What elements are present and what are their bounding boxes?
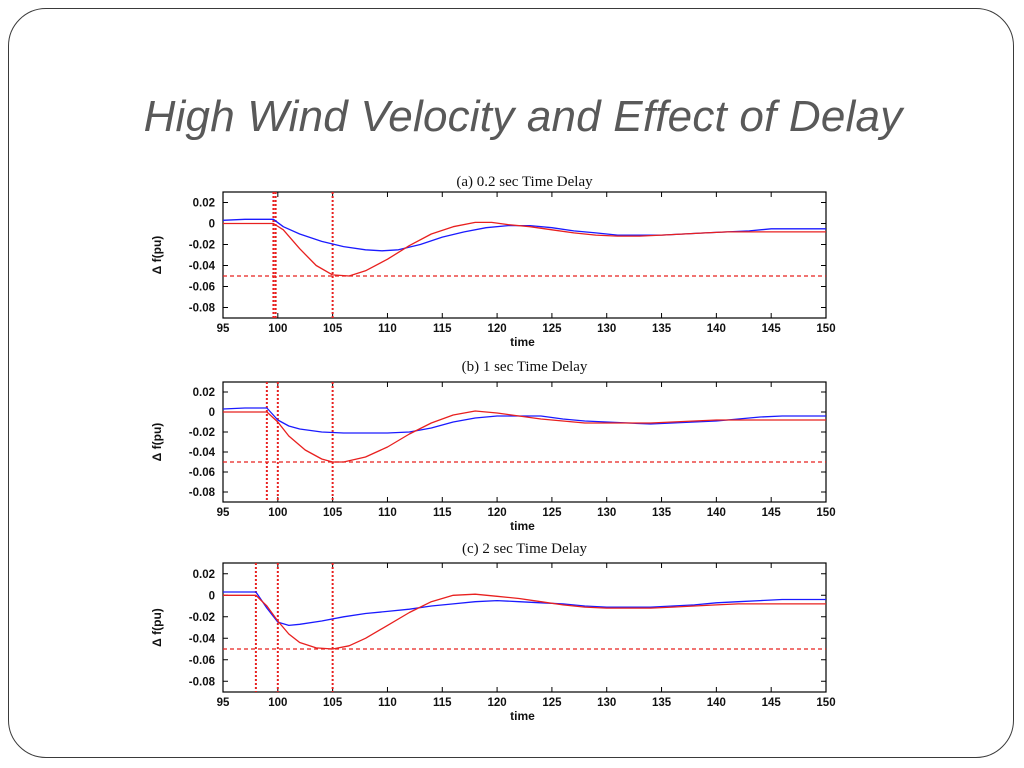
x-tick-label: 120 bbox=[487, 507, 506, 519]
x-tick-label: 100 bbox=[268, 323, 287, 335]
x-tick-label: 100 bbox=[268, 507, 287, 519]
x-tick-label: 105 bbox=[323, 507, 343, 519]
x-tick-label: 95 bbox=[217, 323, 230, 335]
series-line-blue bbox=[222, 218, 826, 252]
series-line-blue bbox=[222, 407, 826, 434]
x-tick-label: 140 bbox=[707, 323, 726, 335]
series-line-blue bbox=[223, 591, 826, 627]
slide-title: High Wind Velocity and Effect of Delay bbox=[143, 92, 903, 141]
chart-title: (c) 2 sec Time Delay bbox=[462, 541, 587, 557]
y-tick-label: -0.04 bbox=[189, 261, 216, 273]
x-tick-label: 140 bbox=[707, 507, 726, 519]
x-tick-label: 135 bbox=[652, 697, 672, 709]
x-tick-label: 135 bbox=[652, 507, 672, 519]
x-axis-label: time bbox=[510, 709, 535, 723]
x-tick-label: 105 bbox=[323, 323, 343, 335]
x-tick-label: 110 bbox=[378, 323, 397, 335]
x-tick-label: 145 bbox=[762, 323, 782, 335]
x-tick-label: 125 bbox=[542, 323, 562, 335]
y-tick-label: -0.06 bbox=[189, 655, 215, 667]
x-axis-label: time bbox=[510, 519, 535, 533]
y-axis-label: Δ f(pu) bbox=[150, 608, 164, 647]
y-tick-label: -0.04 bbox=[189, 447, 216, 459]
y-tick-label: -0.08 bbox=[189, 487, 216, 499]
y-tick-label: 0.02 bbox=[193, 387, 215, 399]
plot-frame bbox=[222, 562, 827, 693]
x-tick-label: 150 bbox=[816, 697, 835, 709]
x-tick-label: 130 bbox=[597, 323, 616, 335]
y-tick-label: -0.08 bbox=[189, 303, 216, 315]
x-tick-label: 100 bbox=[268, 697, 287, 709]
x-tick-label: 105 bbox=[323, 697, 343, 709]
y-tick-label: -0.02 bbox=[189, 612, 215, 624]
x-tick-label: 130 bbox=[597, 697, 616, 709]
y-tick-label: 0.02 bbox=[193, 198, 215, 210]
chart-title: (a) 0.2 sec Time Delay bbox=[456, 174, 593, 190]
y-tick-label: -0.02 bbox=[189, 240, 215, 252]
slide-frame bbox=[8, 8, 1014, 758]
chart-panel-2: (b) 1 sec Time Delay 95 100 105 110 115 120 125… bbox=[150, 359, 836, 533]
y-tick-label: -0.04 bbox=[189, 633, 216, 645]
x-tick-label: 115 bbox=[433, 697, 452, 709]
x-tick-label: 150 bbox=[816, 323, 835, 335]
y-tick-label: -0.02 bbox=[189, 427, 215, 439]
x-tick-label: 110 bbox=[378, 697, 397, 709]
x-tick-label: 130 bbox=[597, 507, 616, 519]
x-tick-label: 115 bbox=[433, 507, 452, 519]
x-tick-label: 125 bbox=[542, 507, 562, 519]
series-line-red bbox=[223, 221, 826, 277]
y-tick-label: -0.06 bbox=[189, 282, 215, 294]
x-axis-label: time bbox=[510, 335, 535, 349]
x-tick-label: 145 bbox=[762, 697, 782, 709]
chart-title: (b) 1 sec Time Delay bbox=[462, 359, 588, 375]
x-tick-label: 95 bbox=[217, 697, 230, 709]
x-tick-label: 125 bbox=[542, 697, 562, 709]
plot-frame bbox=[222, 381, 827, 503]
series-line-red bbox=[223, 410, 826, 463]
x-tick-label: 145 bbox=[762, 507, 782, 519]
x-tick-label: 135 bbox=[652, 323, 672, 335]
y-tick-label: 0 bbox=[209, 590, 215, 602]
y-tick-label: 0 bbox=[209, 407, 215, 419]
x-tick-label: 150 bbox=[816, 507, 835, 519]
x-tick-label: 95 bbox=[217, 507, 230, 519]
y-tick-label: -0.08 bbox=[189, 676, 216, 688]
x-tick-label: 120 bbox=[487, 697, 506, 709]
y-tick-label: 0.02 bbox=[193, 569, 215, 581]
x-tick-label: 120 bbox=[487, 323, 506, 335]
y-axis-label: Δ f(pu) bbox=[150, 423, 164, 462]
series-line-red bbox=[223, 593, 826, 650]
y-axis-label: Δ f(pu) bbox=[150, 236, 164, 275]
x-tick-label: 140 bbox=[707, 697, 726, 709]
x-tick-label: 110 bbox=[378, 507, 397, 519]
chart-panel-1: (a) 0.2 sec Time Delay 95 100 105 110 115 120 1… bbox=[150, 174, 836, 349]
plot-frame bbox=[222, 191, 827, 319]
y-tick-label: 0 bbox=[209, 219, 215, 231]
y-tick-label: -0.06 bbox=[189, 467, 215, 479]
chart-panel-3: (c) 2 sec Time Delay 95 100 105 110 115 120 125… bbox=[150, 541, 836, 723]
x-tick-label: 115 bbox=[433, 323, 452, 335]
